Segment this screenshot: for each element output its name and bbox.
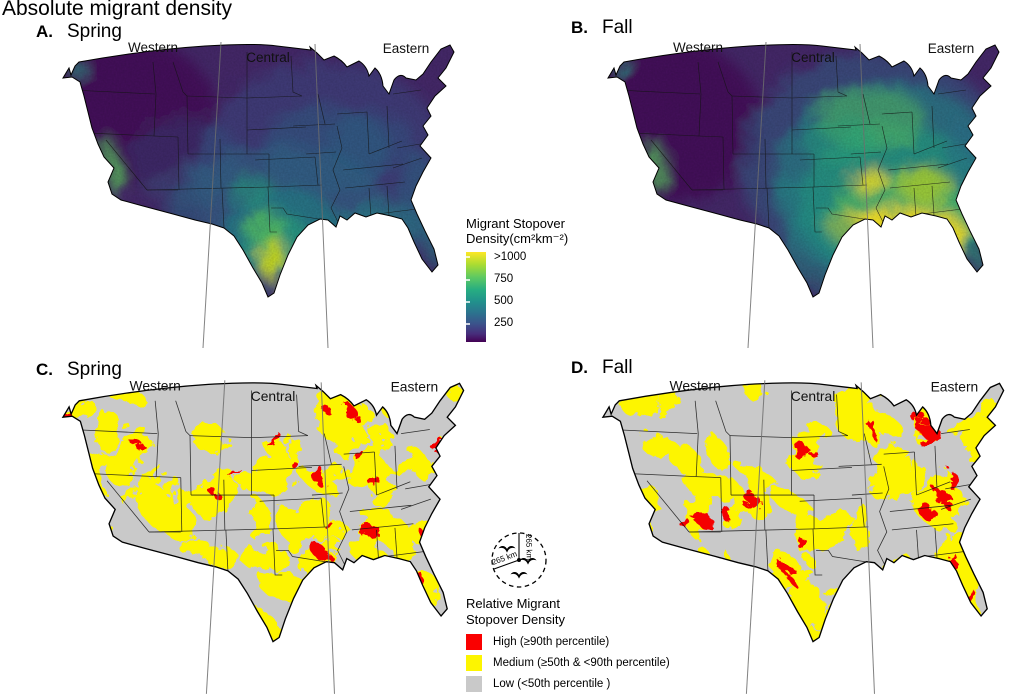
region-label-central: Central [246, 50, 290, 65]
colorbar-tick-labels: >1000 750 500 250 [494, 250, 554, 342]
scale-label-diagonal: 265 km [491, 549, 519, 567]
legend-item-low: Low (<50th percentile ) [466, 676, 696, 693]
colorbar-title-line1: Migrant Stopover [466, 216, 565, 231]
relative-legend-title-line2: Stopover Density [466, 611, 565, 627]
panel-a-label: A. Spring [36, 21, 122, 43]
bird-icon [498, 546, 537, 579]
map-relative-fall: Western Central Eastern [601, 378, 1005, 694]
panel-b-label: B. Fall [571, 17, 633, 39]
medium-swatch [466, 655, 482, 672]
figure-title: Absolute migrant density [2, 0, 232, 20]
flyway-divider-central-east [860, 382, 876, 694]
scale-center-dot [517, 558, 521, 562]
colorbar-tick-mark [466, 278, 470, 281]
colorbar-title: Migrant Stopover Density(cm²km⁻²) [466, 216, 596, 247]
colorbar-tick-mark [466, 255, 470, 258]
colorbar-tick-mark [466, 300, 470, 303]
relative-legend: Relative Migrant Stopover Density High (… [466, 596, 696, 694]
panel-d-label: D. Fall [571, 357, 633, 379]
panel-b-season: Fall [602, 17, 633, 38]
high-swatch [466, 634, 482, 651]
region-label-eastern: Eastern [931, 379, 979, 395]
colorbar-tick-250: 250 [494, 316, 514, 329]
flyway-divider-central-east [859, 43, 874, 349]
region-label-central: Central [791, 388, 836, 404]
legend-item-high: High (≥90th percentile) [466, 634, 696, 651]
panel-c-letter: C. [36, 360, 53, 379]
panel-a-season: Spring [67, 21, 122, 42]
region-label-eastern: Eastern [928, 41, 975, 56]
panel-a-letter: A. [36, 22, 53, 41]
colorbar-title-line2: Density(cm²km⁻²) [466, 231, 569, 247]
relative-legend-title: Relative Migrant Stopover Density [466, 596, 696, 627]
flyway-divider-west-central [747, 41, 767, 349]
radius-scale-marker: 265 km 265 km [491, 532, 547, 588]
colorbar-tick-1000: >1000 [494, 250, 527, 263]
region-label-western: Western [130, 378, 181, 394]
colorbar-gradient [466, 251, 486, 342]
high-label: High (≥90th percentile) [493, 636, 610, 649]
region-label-western: Western [673, 40, 723, 55]
region-label-central: Central [251, 388, 296, 404]
panel-c-label: C. Spring [36, 359, 122, 381]
panel-c-season: Spring [67, 359, 122, 380]
colorbar-tick-mark [466, 322, 470, 325]
panel-d-letter: D. [571, 358, 588, 377]
colorbar-tick-500: 500 [494, 294, 514, 307]
scale-circle [491, 532, 547, 588]
colorbar-tick-750: 750 [494, 272, 514, 285]
low-swatch [466, 676, 482, 693]
panel-d-season: Fall [602, 357, 633, 378]
medium-label: Medium (≥50th & <90th percentile) [493, 657, 670, 670]
legend-item-medium: Medium (≥50th & <90th percentile) [466, 655, 696, 672]
region-label-eastern: Eastern [391, 379, 439, 395]
region-label-western: Western [670, 378, 721, 394]
relative-legend-title-line1: Relative Migrant [466, 596, 560, 611]
scale-radius-diagonal [493, 559, 520, 570]
colorbar-legend: Migrant Stopover Density(cm²km⁻²) >1000 … [466, 216, 596, 342]
flyway-divider-central-east [320, 382, 336, 694]
panel-b-letter: B. [571, 18, 588, 37]
low-label: Low (<50th percentile ) [493, 678, 611, 691]
flyway-divider-west-central [745, 380, 766, 694]
flyway-divider-west-central [205, 380, 226, 694]
map-absolute-spring: Western Central Eastern [62, 40, 455, 349]
map-relative-spring: Western Central Eastern [61, 378, 465, 694]
region-label-western: Western [128, 40, 178, 55]
region-label-central: Central [791, 50, 835, 65]
flyway-divider-central-east [314, 43, 329, 349]
map-absolute-fall: Western Central Eastern [607, 40, 1000, 349]
flyway-divider-west-central [202, 41, 222, 349]
scale-label-vertical: 265 km [524, 534, 534, 561]
region-label-eastern: Eastern [383, 41, 430, 56]
